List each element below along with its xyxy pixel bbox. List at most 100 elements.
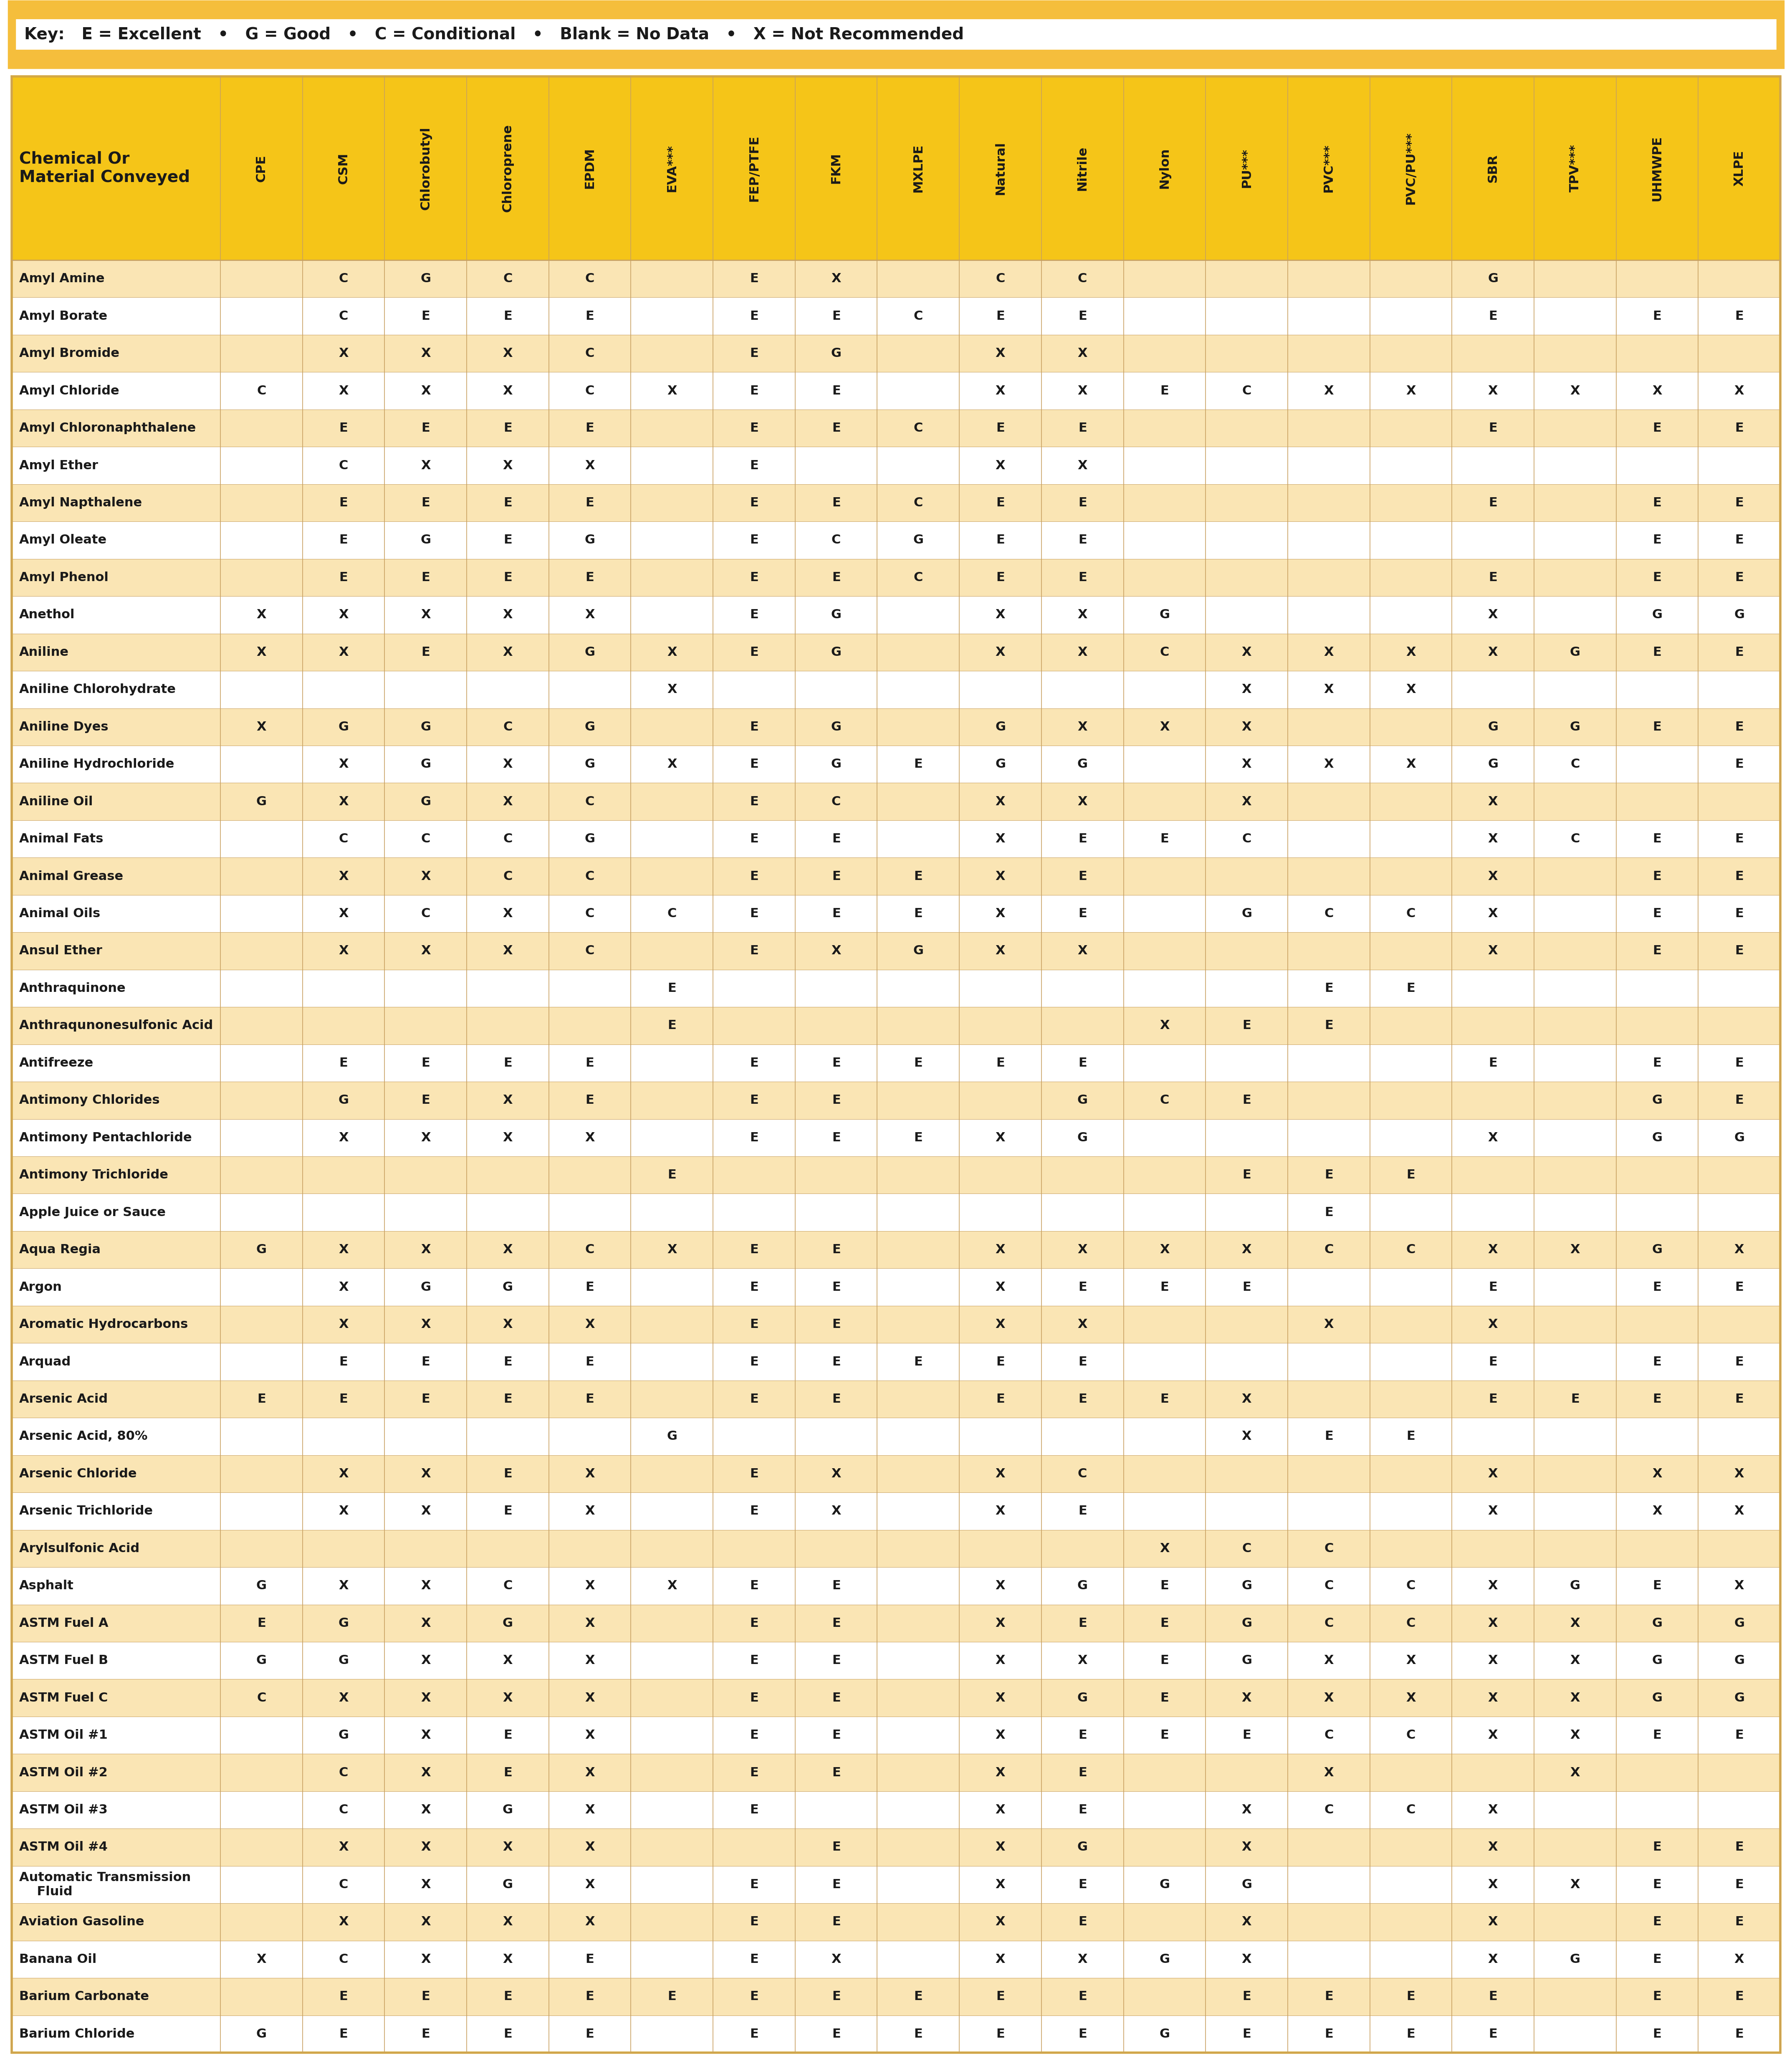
Text: ASTM Oil #1: ASTM Oil #1 <box>20 1729 108 1742</box>
Text: Nitrile: Nitrile <box>1077 146 1088 190</box>
Text: E: E <box>1735 497 1744 509</box>
Text: E: E <box>504 1057 513 1070</box>
Text: E: E <box>1242 1282 1251 1292</box>
Text: E: E <box>421 1393 430 1406</box>
Text: C: C <box>504 272 513 284</box>
Text: E: E <box>1324 1020 1333 1033</box>
Text: G: G <box>1735 608 1744 620</box>
Text: X: X <box>504 385 513 398</box>
Bar <box>13 559 1779 596</box>
Bar <box>13 1008 1779 1045</box>
Text: E: E <box>1079 534 1086 546</box>
Text: E: E <box>996 2028 1005 2040</box>
Text: G: G <box>502 1803 513 1816</box>
Text: X: X <box>1242 1393 1251 1406</box>
Text: E: E <box>1242 1020 1251 1033</box>
Text: XLPE: XLPE <box>1733 150 1745 185</box>
Text: X: X <box>421 1692 430 1704</box>
Text: Chlorobutyl: Chlorobutyl <box>419 126 432 210</box>
Text: X: X <box>504 1917 513 1927</box>
Bar <box>13 1082 1779 1119</box>
Text: E: E <box>1324 1430 1333 1443</box>
Text: E: E <box>749 1692 758 1704</box>
Text: G: G <box>1242 1655 1253 1667</box>
Text: G: G <box>256 1581 267 1591</box>
Bar <box>13 969 1779 1008</box>
Text: C: C <box>1324 1618 1333 1630</box>
Text: X: X <box>421 1131 430 1144</box>
Text: E: E <box>996 309 1005 322</box>
Text: E: E <box>749 309 758 322</box>
Text: Arsenic Trichloride: Arsenic Trichloride <box>20 1505 152 1517</box>
Text: X: X <box>504 647 513 657</box>
Text: Anthraquinone: Anthraquinone <box>20 983 125 993</box>
Text: E: E <box>914 758 923 771</box>
Text: E: E <box>1652 497 1661 509</box>
Text: Amyl Oleate: Amyl Oleate <box>20 534 106 546</box>
Text: X: X <box>1159 1243 1170 1255</box>
Text: E: E <box>1652 534 1661 546</box>
Text: ASTM Fuel C: ASTM Fuel C <box>20 1692 108 1704</box>
Text: C: C <box>1242 385 1251 398</box>
Text: C: C <box>914 497 923 509</box>
Text: X: X <box>1487 1655 1498 1667</box>
Text: X: X <box>1077 348 1088 359</box>
Text: C: C <box>996 272 1005 284</box>
Text: E: E <box>421 497 430 509</box>
Text: E: E <box>1407 2028 1416 2040</box>
Text: C: C <box>1407 1581 1416 1591</box>
Text: C: C <box>1159 1094 1168 1107</box>
Text: ASTM Fuel B: ASTM Fuel B <box>20 1655 108 1667</box>
Text: E: E <box>1735 534 1744 546</box>
Bar <box>13 4 1779 64</box>
Bar <box>13 672 1779 709</box>
Text: X: X <box>504 1243 513 1255</box>
Text: CPE: CPE <box>256 155 267 181</box>
Text: E: E <box>1159 385 1168 398</box>
Text: C: C <box>504 833 513 845</box>
Text: E: E <box>1652 1878 1661 1890</box>
Text: E: E <box>749 608 758 620</box>
Text: G: G <box>339 1094 349 1107</box>
Text: Amyl Phenol: Amyl Phenol <box>20 571 109 583</box>
Text: Animal Oils: Animal Oils <box>20 907 100 919</box>
Text: X: X <box>421 1954 430 1966</box>
Text: E: E <box>831 1840 840 1853</box>
Bar <box>13 1828 1779 1865</box>
Text: X: X <box>831 944 840 956</box>
Bar <box>13 1344 1779 1381</box>
Text: C: C <box>339 1766 348 1779</box>
Text: C: C <box>1407 1803 1416 1816</box>
Text: X: X <box>421 1878 430 1890</box>
Text: X: X <box>1487 833 1498 845</box>
Text: G: G <box>995 758 1005 771</box>
Text: X: X <box>1487 1618 1498 1630</box>
Text: E: E <box>831 1655 840 1667</box>
Text: E: E <box>749 1729 758 1742</box>
Text: X: X <box>1735 385 1744 398</box>
Text: E: E <box>421 1057 430 1070</box>
Text: X: X <box>339 608 348 620</box>
Text: E: E <box>831 1282 840 1292</box>
Bar <box>13 746 1779 783</box>
Text: X: X <box>339 1692 348 1704</box>
Text: EVA***: EVA*** <box>667 144 677 192</box>
Text: E: E <box>749 497 758 509</box>
Text: E: E <box>749 1581 758 1591</box>
Text: E: E <box>1079 1729 1086 1742</box>
Text: G: G <box>256 796 267 808</box>
Text: E: E <box>1079 1618 1086 1630</box>
Text: E: E <box>1735 1094 1744 1107</box>
Text: G: G <box>421 534 430 546</box>
Bar <box>13 1902 1779 1941</box>
Text: C: C <box>586 272 595 284</box>
Text: E: E <box>504 1729 513 1742</box>
Text: E: E <box>914 1131 923 1144</box>
Text: E: E <box>996 497 1005 509</box>
Bar <box>13 1791 1779 1828</box>
Bar <box>13 410 1779 447</box>
Text: TPV***: TPV*** <box>1570 144 1581 192</box>
Text: X: X <box>584 1917 595 1927</box>
Text: E: E <box>1735 571 1744 583</box>
Text: X: X <box>584 1840 595 1853</box>
